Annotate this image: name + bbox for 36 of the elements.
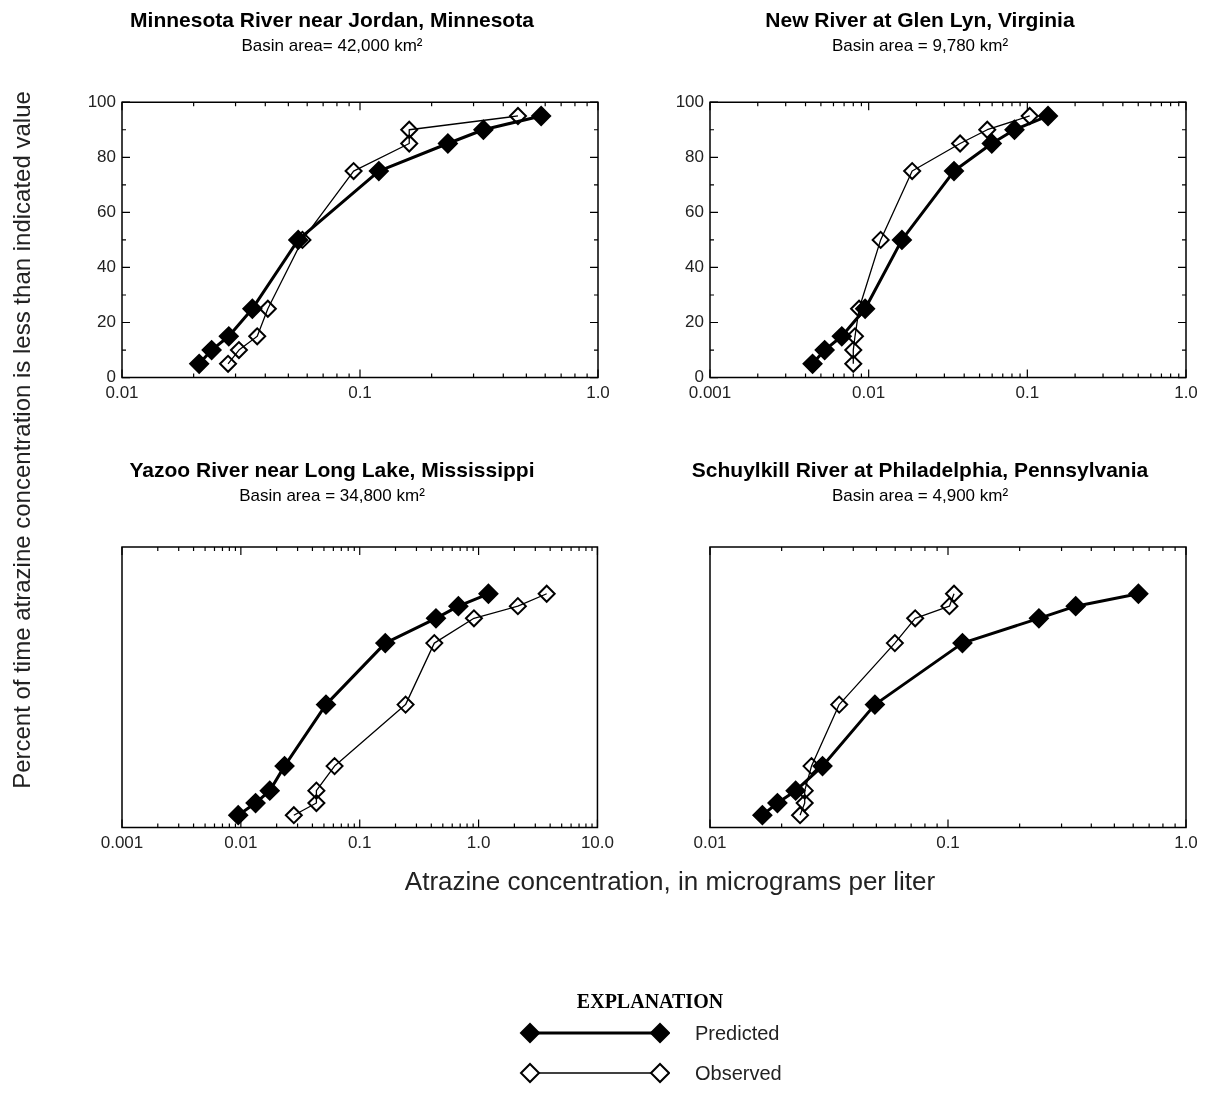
x-tick-label: 0.1: [347, 833, 372, 853]
chart-title: Yazoo River near Long Lake, Mississippi: [128, 458, 536, 482]
x-tick-label: 0.01: [224, 833, 258, 853]
y-tick-label: 100: [675, 91, 704, 111]
x-tick-label: 1.0: [466, 833, 491, 853]
y-tick-label: 60: [685, 202, 704, 222]
y-tick-label: 40: [685, 257, 704, 277]
x-tick-label: 1.0: [1174, 383, 1198, 403]
chart-subtitle: Basin area = 34,800 km²: [238, 486, 426, 506]
chart-title: Minnesota River near Jordan, Minnesota: [129, 8, 535, 32]
x-axis-title: Atrazine concentration, in micrograms per liter: [403, 866, 937, 897]
x-tick-label: 0.001: [100, 833, 144, 853]
y-tick-label: 100: [87, 91, 116, 111]
y-tick-label: 80: [97, 146, 116, 166]
legend-title: EXPLANATION: [575, 990, 725, 1013]
chart-subtitle: Basin area= 42,000 km²: [240, 36, 424, 56]
x-tick-label: 10.0: [580, 833, 614, 853]
legend-label: Predicted: [695, 1021, 780, 1045]
x-tick-label: 1.0: [586, 383, 610, 403]
x-tick-label: 0.1: [936, 833, 960, 853]
y-tick-label: 80: [685, 146, 704, 166]
chart-title: New River at Glen Lyn, Virginia: [764, 8, 1076, 32]
y-axis-title: Percent of time atrazine concentration is less than indicated value: [8, 91, 36, 789]
chart-subtitle: Basin area = 9,780 km²: [830, 36, 1010, 56]
y-tick-label: 20: [685, 312, 704, 332]
x-tick-label: 1.0: [1174, 833, 1198, 853]
x-tick-label: 0.01: [852, 383, 886, 403]
x-tick-label: 0.1: [1015, 383, 1040, 403]
chart-title: Schuylkill River at Philadelphia, Pennsylvania: [690, 458, 1150, 482]
x-tick-label: 0.01: [693, 833, 727, 853]
x-tick-label: 0.1: [348, 383, 372, 403]
y-tick-label: 40: [97, 257, 116, 277]
legend-label: Observed: [695, 1061, 782, 1085]
y-tick-label: 60: [97, 202, 116, 222]
chart-subtitle: Basin area = 4,900 km²: [830, 486, 1010, 506]
y-tick-label: 20: [97, 312, 116, 332]
